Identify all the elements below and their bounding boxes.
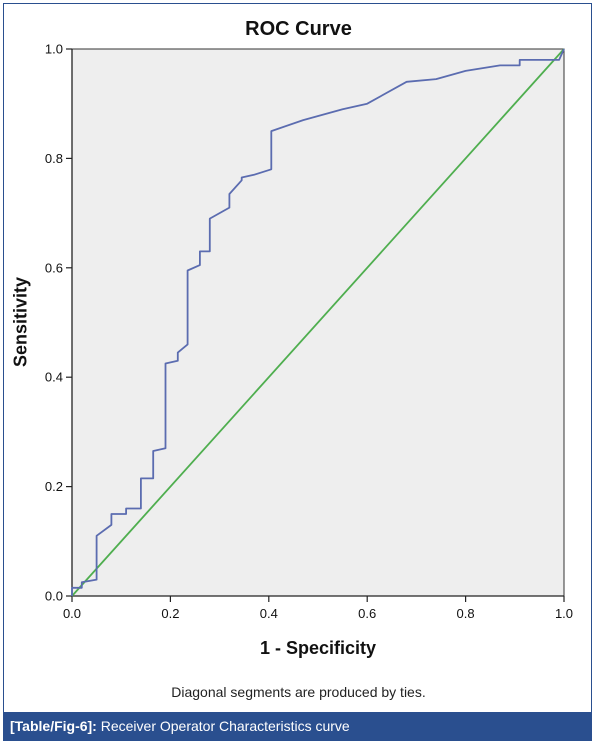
x-tick-label: 0.4 xyxy=(260,606,278,621)
y-tick-label: 0.6 xyxy=(45,260,63,275)
x-tick-label: 0.8 xyxy=(457,606,475,621)
reference-diagonal-line xyxy=(71,48,565,597)
x-tick-label: 1.0 xyxy=(555,606,573,621)
axes xyxy=(71,49,564,597)
x-tick-label: 0.2 xyxy=(161,606,179,621)
series-layer xyxy=(71,48,565,597)
chart-annotation: Diagonal segments are produced by ties. xyxy=(171,684,426,700)
y-axis-label: Sensitivity xyxy=(10,276,31,368)
y-tick-label: 0.8 xyxy=(45,151,63,166)
y-tick-label: 1.0 xyxy=(45,42,63,57)
figure-caption: [Table/Fig-6]: Receiver Operator Charact… xyxy=(3,712,592,740)
y-tick-label: 0.2 xyxy=(45,479,63,494)
y-tick-label: 0.4 xyxy=(45,370,63,385)
y-tick-label: 0.0 xyxy=(45,589,63,604)
caption-label: [Table/Fig-6]: xyxy=(10,718,97,734)
caption-text: Receiver Operator Characteristics curve xyxy=(96,718,350,734)
x-axis-label: 1 - Specificity xyxy=(259,638,377,658)
y-axis-ticks: 0.0 0.2 0.4 0.6 0.8 1.0 xyxy=(45,42,72,604)
x-tick-label: 0.0 xyxy=(63,606,81,621)
x-tick-label: 0.6 xyxy=(358,606,376,621)
roc-curve-line xyxy=(71,48,565,596)
x-axis-ticks: 0.0 0.2 0.4 0.6 0.8 1.0 xyxy=(63,596,573,621)
chart-title: ROC Curve xyxy=(245,18,352,40)
